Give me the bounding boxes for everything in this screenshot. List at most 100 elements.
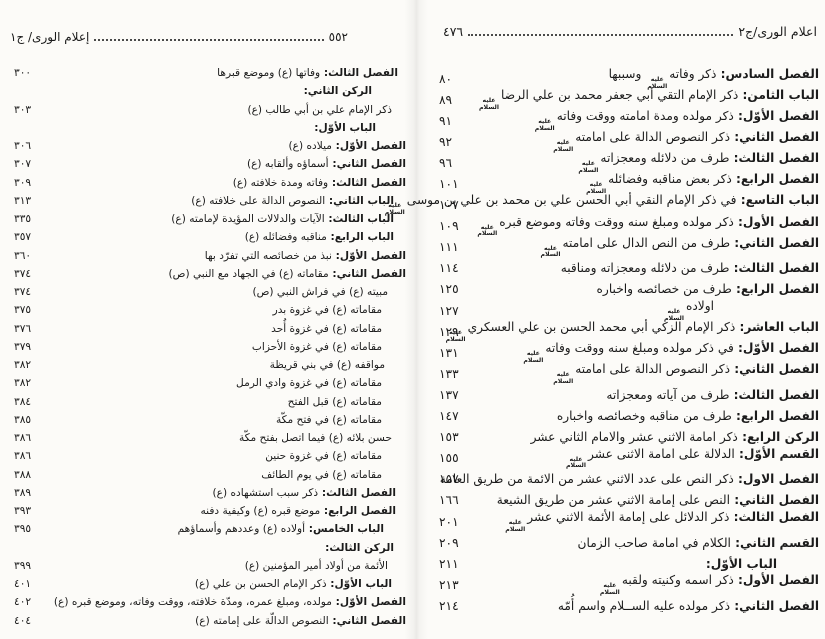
toc-page-number: ٣٨٤ [14, 395, 32, 408]
toc-page-number: ١٥٧ [439, 472, 459, 487]
toc-entry-text: ذكر الإمام علي بن أبي طالب (ع) [247, 103, 392, 116]
toc-page-number: ٣٨٦ [14, 450, 32, 463]
toc-page-number: ٣٨٥ [14, 413, 32, 426]
toc-row: حسن بلائه (ع) فيما اتصل بفتح مكّة ٣٨٦ [14, 429, 406, 447]
toc-entry-label: القسم الثاني: [730, 535, 819, 550]
toc-entry-text: مبيته (ع) في فراش النبي (ص) [252, 286, 388, 299]
toc-row: مقاماته (ع) في غزوة أُحد ٣٧٦ [14, 320, 406, 338]
toc-entry-label: الفصل الثاني: [730, 493, 819, 508]
toc-entry-label: الفصل الثاني: [328, 614, 406, 627]
toc-entry-label: الفصل الثاني: [730, 130, 819, 145]
toc-page-number: ٣٩٩ [14, 559, 32, 572]
toc-row: الفصل الثاني: أسماؤه وألقابه (ع) ٣٠٧ [14, 155, 406, 173]
toc-row: مقاماته (ع) في يوم الطائف ٣٨٨ [14, 466, 406, 484]
toc-entry-label: الركن الثاني: [303, 85, 372, 98]
toc-row: الباب الثالث: الآيات والدلالات المؤيدة ل… [14, 210, 406, 228]
toc-page-number: ٣٠٠ [14, 67, 32, 80]
toc-row: الفصل الثاني: طرف من النص الدال على امام… [439, 235, 819, 259]
toc-row: الفصل السادس: ذكر وفاته عليه السلام وسببها… [439, 66, 819, 90]
toc-entry-text: الركن الثاني: [48, 85, 406, 97]
toc-page-number: ٩٦ [439, 155, 453, 170]
toc-page-number: ١٢٥ [439, 282, 459, 297]
toc-entry-label: الباب التاسع: [736, 193, 819, 208]
toc-entry-label: الفصل الثالث: [328, 176, 406, 189]
toc-entry-text: مقاماته (ع) في يوم الطائف [261, 468, 382, 481]
alayhissalam-symbol: عليه السلام [384, 202, 405, 217]
toc-entry-label: الباب الأوّل: [314, 121, 376, 134]
toc-row: مقاماته (ع) في فتح مكّة ٣٨٥ [14, 411, 406, 429]
toc-entry-label: الفصل الثالث: [318, 486, 396, 499]
toc-page-number: ٣١٣ [14, 194, 32, 207]
toc-row: الفصل الثالث: طرف من دلائله ومعجزاته ومن… [439, 258, 819, 279]
toc-page-number: ٢١٤ [439, 598, 459, 613]
alayhissalam-symbol: عليه السلام [479, 96, 499, 111]
toc-row: الفصل الرابع: طرف من مناقبه وخصائصه واخب… [439, 406, 819, 427]
toc-row: الباب الأوّل: ذكر الإمام الحسن بن علي (ع… [14, 575, 406, 593]
toc-page-number: ٣٧٤ [14, 286, 32, 299]
toc-entry-label: الفصل الرابع: [320, 505, 396, 518]
toc-entry-text: مقاماته (ع) في غزوة حنين [265, 450, 382, 463]
toc-entry-text: الفصل الرابع: ذكر بعض مناقبه وفضائله عليه… [586, 172, 819, 196]
toc-page-number: ٣٩٣ [14, 505, 32, 518]
alayhissalam-symbol: عليه السلام [540, 244, 561, 259]
toc-row: الفصل الأوّل: ميلاده (ع) ٣٠٦ [14, 137, 406, 155]
toc-page-number: ٣٧٩ [14, 340, 32, 353]
toc-row: مقاماته (ع) في غزوة الأحزاب ٣٧٩ [14, 338, 406, 356]
toc-entry-label: الفصل الثاني: [730, 235, 819, 250]
toc-row: مقاماته (ع) في غزوة بدر ٣٧٥ [14, 301, 406, 319]
toc-entry-text: الفصل الأوّل: ذكر مولده ومدة امامته ووقت… [534, 109, 819, 132]
toc-row: الفصل الثاني: ذكر النصوص الدالة على امام… [439, 362, 819, 385]
toc-row: الفصل الأوّل: نبذ من خصائصه التي تفرّد ب… [14, 247, 406, 265]
toc-entry-text: الفصل الثالث: ذكر سبب استشهاده (ع) [212, 486, 396, 499]
toc-entry-label: القسم الأوّل: [734, 446, 819, 461]
toc-entry-text: الفصل الثاني: ذكر مولده عليه الســلام وا… [557, 598, 819, 613]
toc-entry-label: الباب الخامس: [305, 523, 384, 536]
toc-entry-text: الفصل الثالث: طرف من آياته ومعجزاته [606, 387, 819, 402]
page-left-volume1: ٥٥٢ إعلام الورى/ ج١ الفصل الثالث: وفاتها… [10, 30, 406, 627]
toc-entry-text: مقاماته (ع) في غزوة وادي الرمل [236, 377, 382, 390]
toc-page-number: ٢٠١ [439, 514, 459, 529]
toc-page-number: ٤٠٢ [14, 596, 32, 609]
toc-entry-label: الفصل الثاني: [328, 158, 406, 171]
toc-entry-label: الفصل الثالث: [729, 151, 819, 166]
toc-page-number: ١٤٧ [439, 409, 459, 424]
toc-row: الباب التاسع: في ذكر الإمام النقي أبي ال… [385, 193, 819, 215]
toc-page-number: ١٣١ [439, 345, 459, 360]
toc-entry-text: الفصل الأول: ذكر اسمه وكنيته ولقبه عليه ال… [599, 573, 819, 596]
toc-entry-text: القسم الأوّل: الدلالة على امامة الاثنى ع… [565, 446, 819, 470]
toc-entry-label: الفصل الأوّل: [331, 249, 406, 262]
header-page-number: ٤٧٦ [443, 24, 464, 39]
toc-page-number: ٣٠٩ [14, 176, 32, 189]
toc-entry-text: مواقفه (ع) في بني قريظة [269, 359, 385, 372]
toc-entry-label: الفصل الرابع: [731, 282, 819, 297]
toc-page-number: ٣٩٥ [14, 523, 32, 536]
toc-entry-text: الفصل السادس: ذكر وفاته عليه السلام وسببها [608, 66, 819, 90]
toc-row: الفصل الأوّل: في ذكر مولده ومبلغ سنه ووق… [439, 341, 819, 363]
toc-row: الفصل الأوّل: ذكر مولده ومدة امامته ووقت… [439, 109, 819, 132]
toc-entry-label: الفصل الأول: [733, 214, 819, 229]
toc-row: الباب الأوّل: ٢١١ [439, 553, 819, 574]
dotted-leader [468, 34, 734, 36]
toc-page-number: ١٢٩ [439, 324, 459, 339]
toc-page-number: ٩٢ [439, 134, 453, 149]
toc-row: الفصل الاول: ذكر النص على عدد الاثني عشر… [439, 469, 819, 490]
toc-page-number: ٢١٣ [439, 577, 459, 592]
toc-entry-text: الباب الخامس: أولاده (ع) وعددهم وأسماؤهم [177, 523, 384, 536]
toc-entry-text: الفصل الأول: ذكر مولده ومبلغ سنه ووقت وف… [477, 214, 819, 238]
toc-entry-text: الفصل الرابع: موضع قبره (ع) وكيفية دفنه [200, 505, 396, 518]
toc-page-number: ٣٨٢ [14, 359, 32, 372]
toc-entry-label: الفصل الرابع: [731, 409, 819, 424]
toc-entry-text: الفصل الثاني: ذكر النصوص الدالة على امام… [553, 362, 819, 385]
toc-row: الركن الثاني: [14, 82, 406, 100]
alayhissalam-symbol: عليه السلام [647, 75, 668, 90]
alayhissalam-symbol: عليه السلام [534, 118, 555, 132]
toc-page-number: ١٣٧ [439, 387, 459, 402]
toc-row: ذكر الإمام علي بن أبي طالب (ع) ٣٠٣ [14, 101, 406, 119]
toc-entry-label: الفصل الثالث: [729, 261, 819, 276]
toc-page-number: ١٥٥ [439, 451, 459, 466]
toc-page-number: ١١١ [439, 240, 459, 255]
toc-entry-text: الفصل الثاني: النصوص الدالّة على إمامته … [195, 614, 406, 627]
toc-page-number: ٣٠٣ [14, 103, 32, 116]
toc-page-number: ٣٨٦ [14, 432, 32, 445]
